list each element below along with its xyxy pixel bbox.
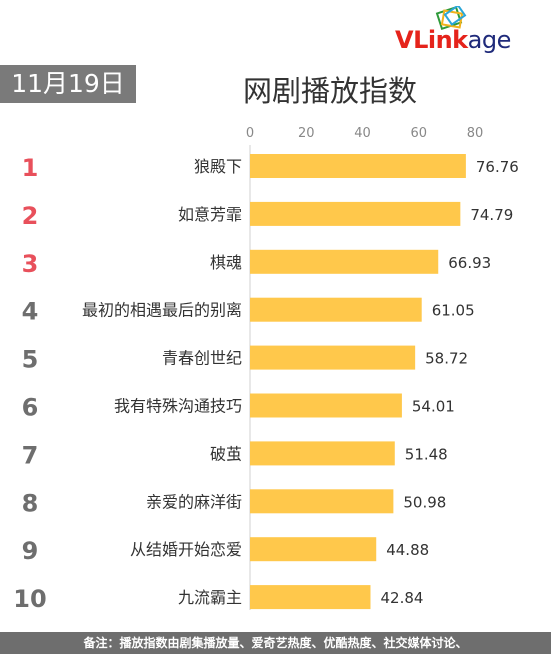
category-label: 从结婚开始恋爱: [130, 540, 242, 559]
vlinkage-logo: VLinkage: [395, 6, 535, 54]
date-badge: 11月19日: [0, 65, 136, 103]
category-label: 亲爱的麻洋街: [146, 492, 242, 511]
category-label: 破茧: [210, 444, 242, 463]
footer-note: 备注：播放指数由剧集播放量、爱奇艺热度、优酷热度、社交媒体讨论、: [0, 632, 551, 654]
rank-number: 7: [22, 441, 39, 469]
category-label: 青春创世纪: [162, 349, 242, 368]
rank-number: 10: [13, 585, 46, 613]
chart-title: 网剧播放指数: [242, 74, 417, 108]
rank-number: 3: [22, 250, 39, 278]
bar-chart: 0 20 40 60 80 1 狼殿下 76.76 2 如意芳霏 74.79 3 棋魂 66.93 4 最初的…: [13, 126, 519, 613]
rank-number: 6: [22, 394, 39, 422]
x-tick-label: 0: [246, 126, 254, 141]
logo-word-age: age: [467, 26, 512, 54]
bar: [250, 154, 466, 178]
data-label: 58.72: [425, 350, 468, 368]
rank-number: 8: [22, 489, 39, 517]
data-label: 50.98: [403, 493, 446, 511]
category-label: 最初的相遇最后的别离: [82, 301, 242, 320]
rank-number: 2: [22, 202, 39, 230]
data-label: 74.79: [470, 206, 513, 224]
data-label: 42.84: [380, 589, 423, 607]
bar: [250, 249, 439, 274]
rank-number: 9: [22, 537, 39, 565]
x-tick-label: 60: [410, 126, 427, 141]
category-label: 如意芳霏: [178, 205, 242, 224]
bar: [250, 441, 395, 466]
bar: [250, 393, 402, 418]
category-label: 九流霸主: [178, 588, 242, 607]
category-label: 我有特殊沟通技巧: [114, 397, 242, 416]
rank-number: 5: [22, 346, 39, 374]
logo-wordmark: VLinkage: [395, 26, 511, 54]
data-label: 54.01: [412, 398, 455, 416]
logo-word-link: Link: [413, 26, 468, 54]
x-tick-label: 40: [354, 126, 371, 141]
bar: [250, 537, 377, 562]
data-label: 66.93: [448, 254, 491, 272]
bar: [250, 201, 461, 226]
data-label: 61.05: [432, 302, 475, 320]
rank-number: 4: [22, 298, 39, 326]
bar: [250, 297, 422, 322]
bar: [250, 345, 416, 370]
category-label: 棋魂: [210, 253, 242, 272]
logo-letter-v: V: [395, 26, 414, 54]
x-tick-label: 80: [467, 126, 484, 141]
data-label: 44.88: [386, 541, 429, 559]
bar: [250, 489, 394, 514]
x-tick-label: 20: [298, 126, 315, 141]
data-label: 51.48: [405, 445, 448, 463]
data-label: 76.76: [476, 158, 519, 176]
logo-emblem-icon: [435, 6, 467, 30]
rank-number: 1: [22, 154, 39, 182]
category-label: 狼殿下: [194, 157, 242, 176]
bar: [250, 585, 371, 610]
